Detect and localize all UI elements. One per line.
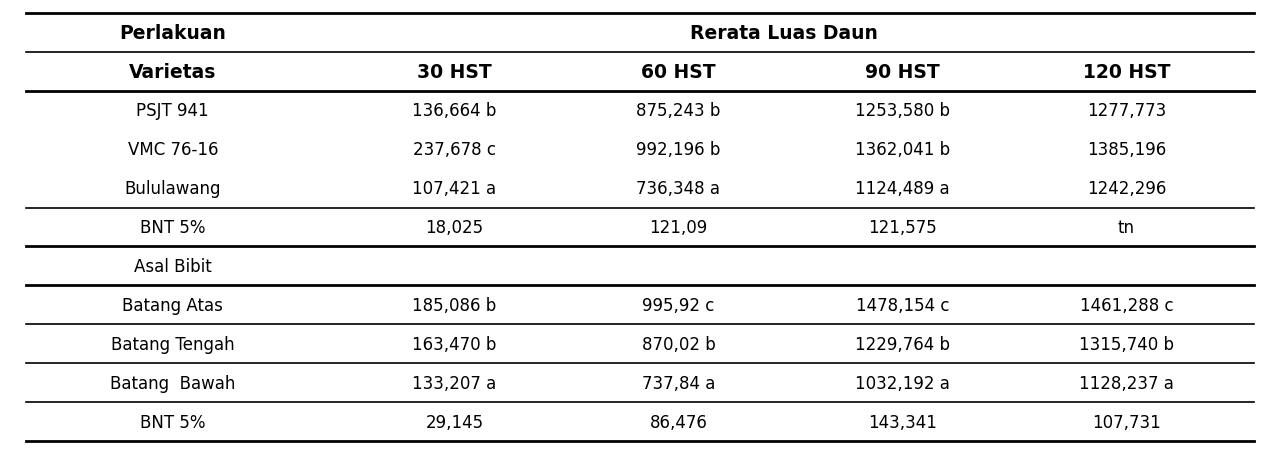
Text: 237,678 c: 237,678 c: [413, 141, 495, 159]
Text: VMC 76-16: VMC 76-16: [128, 141, 218, 159]
Text: 1124,489 a: 1124,489 a: [855, 180, 950, 197]
Text: Batang Atas: Batang Atas: [123, 296, 223, 314]
Text: 875,243 b: 875,243 b: [636, 102, 721, 120]
Text: Asal Bibit: Asal Bibit: [134, 258, 211, 275]
Text: Varietas: Varietas: [129, 62, 216, 81]
Text: 18,025: 18,025: [425, 218, 484, 237]
Text: 121,575: 121,575: [868, 218, 937, 237]
Text: 1128,237 a: 1128,237 a: [1079, 374, 1174, 392]
Text: 1362,041 b: 1362,041 b: [855, 141, 950, 159]
Text: 870,02 b: 870,02 b: [641, 335, 716, 353]
Text: 1253,580 b: 1253,580 b: [855, 102, 950, 120]
Text: 185,086 b: 185,086 b: [412, 296, 497, 314]
Text: 60 HST: 60 HST: [641, 62, 716, 81]
Text: 1315,740 b: 1315,740 b: [1079, 335, 1174, 353]
Text: BNT 5%: BNT 5%: [140, 218, 206, 237]
Text: PSJT 941: PSJT 941: [137, 102, 209, 120]
Text: 107,421 a: 107,421 a: [412, 180, 497, 197]
Text: 736,348 a: 736,348 a: [636, 180, 721, 197]
Text: 163,470 b: 163,470 b: [412, 335, 497, 353]
Text: 121,09: 121,09: [649, 218, 708, 237]
Text: 1032,192 a: 1032,192 a: [855, 374, 950, 392]
Text: Batang  Bawah: Batang Bawah: [110, 374, 236, 392]
Text: 1229,764 b: 1229,764 b: [855, 335, 950, 353]
Text: 1242,296: 1242,296: [1087, 180, 1166, 197]
Text: 992,196 b: 992,196 b: [636, 141, 721, 159]
Text: 143,341: 143,341: [868, 413, 937, 431]
Text: 1478,154 c: 1478,154 c: [855, 296, 950, 314]
Text: Perlakuan: Perlakuan: [119, 24, 227, 43]
Text: 86,476: 86,476: [649, 413, 708, 431]
Text: 133,207 a: 133,207 a: [412, 374, 497, 392]
Text: 1461,288 c: 1461,288 c: [1079, 296, 1174, 314]
Text: 107,731: 107,731: [1092, 413, 1161, 431]
Text: tn: tn: [1117, 218, 1135, 237]
Text: 120 HST: 120 HST: [1083, 62, 1170, 81]
Text: 1277,773: 1277,773: [1087, 102, 1166, 120]
Text: 29,145: 29,145: [425, 413, 484, 431]
Text: 737,84 a: 737,84 a: [641, 374, 716, 392]
Text: 995,92 c: 995,92 c: [643, 296, 714, 314]
Text: 90 HST: 90 HST: [865, 62, 940, 81]
Text: Bululawang: Bululawang: [124, 180, 221, 197]
Text: Batang Tengah: Batang Tengah: [111, 335, 234, 353]
Text: 30 HST: 30 HST: [417, 62, 492, 81]
Text: 1385,196: 1385,196: [1087, 141, 1166, 159]
Text: 136,664 b: 136,664 b: [412, 102, 497, 120]
Text: BNT 5%: BNT 5%: [140, 413, 206, 431]
Text: Rerata Luas Daun: Rerata Luas Daun: [690, 24, 878, 43]
